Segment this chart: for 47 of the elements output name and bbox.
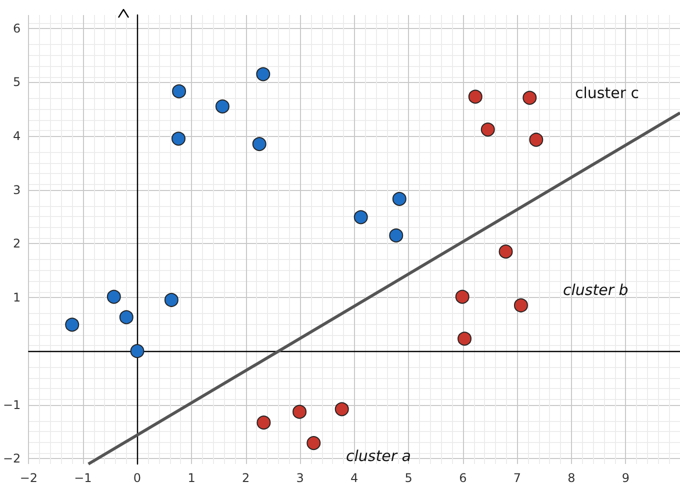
point bbox=[172, 132, 186, 146]
point bbox=[215, 99, 230, 114]
y-tick-label: −1 bbox=[2, 398, 21, 412]
annotation: cluster b bbox=[563, 281, 628, 299]
x-tick-label: 4 bbox=[350, 471, 358, 484]
y-tick-label: 5 bbox=[13, 75, 21, 90]
x-tick-label: 9 bbox=[622, 471, 630, 484]
x-tick-label: 2 bbox=[242, 471, 250, 484]
x-tick-label: 6 bbox=[459, 471, 467, 484]
point bbox=[252, 137, 266, 152]
point bbox=[334, 402, 349, 416]
x-tick-label: 0 bbox=[133, 471, 142, 484]
x-tick-label: 7 bbox=[513, 471, 521, 484]
point bbox=[455, 290, 470, 304]
point bbox=[392, 192, 406, 206]
x-tick-label: 1 bbox=[188, 471, 196, 484]
point bbox=[389, 228, 404, 242]
point bbox=[65, 318, 80, 332]
y-tick-label: 6 bbox=[13, 21, 21, 36]
point bbox=[119, 310, 134, 324]
annotation: cluster a bbox=[346, 447, 411, 465]
point bbox=[292, 404, 307, 419]
point bbox=[468, 90, 482, 104]
point bbox=[529, 132, 544, 147]
point bbox=[164, 292, 178, 307]
point bbox=[514, 298, 528, 312]
y-tick-label: 3 bbox=[13, 182, 21, 197]
point bbox=[306, 436, 321, 450]
point bbox=[480, 122, 495, 137]
point bbox=[256, 416, 271, 430]
x-tick-label: 3 bbox=[296, 471, 304, 484]
x-tick-label: 8 bbox=[568, 471, 576, 484]
y-tick-label: 4 bbox=[13, 128, 21, 143]
point bbox=[130, 344, 144, 358]
x-tick-label: −1 bbox=[74, 471, 92, 484]
annotation: cluster c bbox=[575, 84, 640, 102]
point bbox=[458, 332, 472, 346]
y-tick-label: 2 bbox=[13, 236, 21, 251]
y-tick-label: 1 bbox=[13, 290, 21, 304]
point bbox=[256, 67, 270, 82]
y-tick-label: −2 bbox=[2, 452, 21, 466]
point bbox=[498, 244, 513, 259]
point bbox=[106, 290, 121, 304]
point bbox=[522, 90, 537, 105]
x-tick-label: 5 bbox=[404, 471, 412, 484]
point bbox=[354, 210, 368, 224]
point bbox=[172, 84, 186, 98]
